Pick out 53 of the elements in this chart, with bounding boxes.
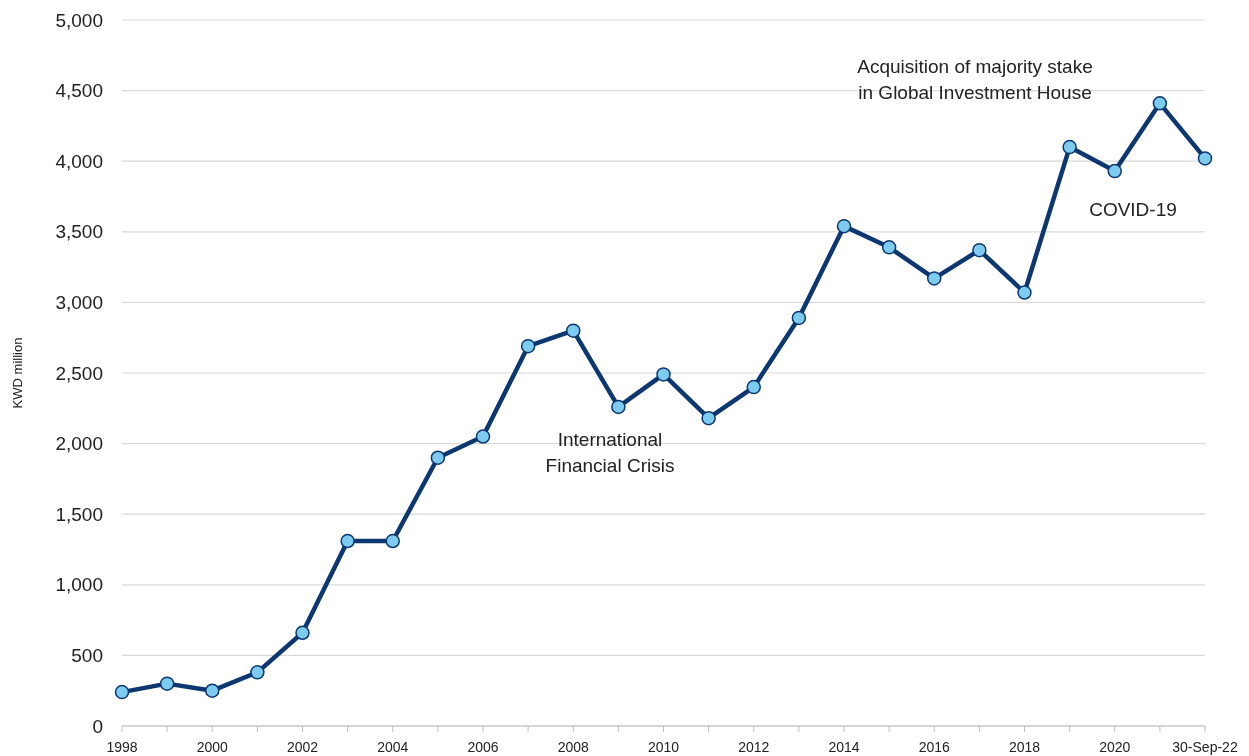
point	[611, 399, 626, 415]
point	[881, 240, 897, 255]
annotation: Acquisition of majority stake in Global Investment House	[857, 56, 1093, 103]
point	[114, 684, 130, 700]
point	[205, 683, 220, 698]
x-tick-label: 2012	[738, 739, 770, 755]
point	[295, 625, 310, 641]
point	[430, 450, 446, 465]
x-tick-label: 1998	[106, 739, 138, 755]
point	[701, 410, 716, 426]
y-tick-label: 0	[92, 715, 103, 737]
point	[791, 310, 807, 326]
y-tick-label: 2,000	[55, 433, 103, 455]
point	[1197, 151, 1213, 166]
point	[746, 379, 761, 395]
x-tick-label: 2002	[286, 739, 319, 755]
y-tick-label: 500	[71, 645, 103, 667]
x-tick-label: 2016	[918, 739, 951, 755]
y-tick-label: 3,500	[55, 221, 103, 243]
point	[250, 665, 265, 680]
annotation: COVID-19	[1089, 199, 1177, 220]
point	[656, 367, 671, 382]
point	[385, 533, 400, 549]
point	[972, 242, 987, 258]
y-tick-label: 4,500	[55, 80, 103, 102]
x-tick-label: 2020	[1099, 739, 1131, 755]
point	[520, 338, 536, 354]
point	[836, 218, 852, 234]
point	[1017, 285, 1032, 300]
x-tick-label: 2014	[828, 739, 860, 755]
y-axis-title: KWD million	[10, 337, 25, 409]
point	[475, 429, 491, 444]
point	[566, 323, 581, 338]
y-tick-label: 1,000	[55, 574, 103, 596]
y-tick-label: 2,500	[55, 362, 103, 384]
annotation: International Financial Crisis	[545, 429, 675, 476]
y-tick-label: 3,000	[55, 292, 103, 314]
x-tick-label: 2018	[1008, 739, 1041, 755]
x-tick-label: 2008	[557, 739, 590, 755]
x-tick-label: 2000	[196, 739, 229, 755]
point	[340, 533, 355, 549]
point	[1152, 96, 1168, 111]
point	[1107, 163, 1122, 179]
x-tick-label: 2004	[377, 739, 409, 755]
y-tick-label: 5,000	[55, 9, 103, 31]
point	[159, 676, 175, 691]
x-tick-label: 30-Sep-22	[1172, 739, 1238, 755]
x-tick-label: 2006	[467, 739, 499, 755]
y-tick-label: 4,000	[55, 150, 103, 172]
point	[927, 271, 942, 286]
y-tick-label: 1,500	[55, 503, 103, 525]
x-tick-label: 2010	[647, 739, 680, 755]
point	[1062, 139, 1077, 155]
